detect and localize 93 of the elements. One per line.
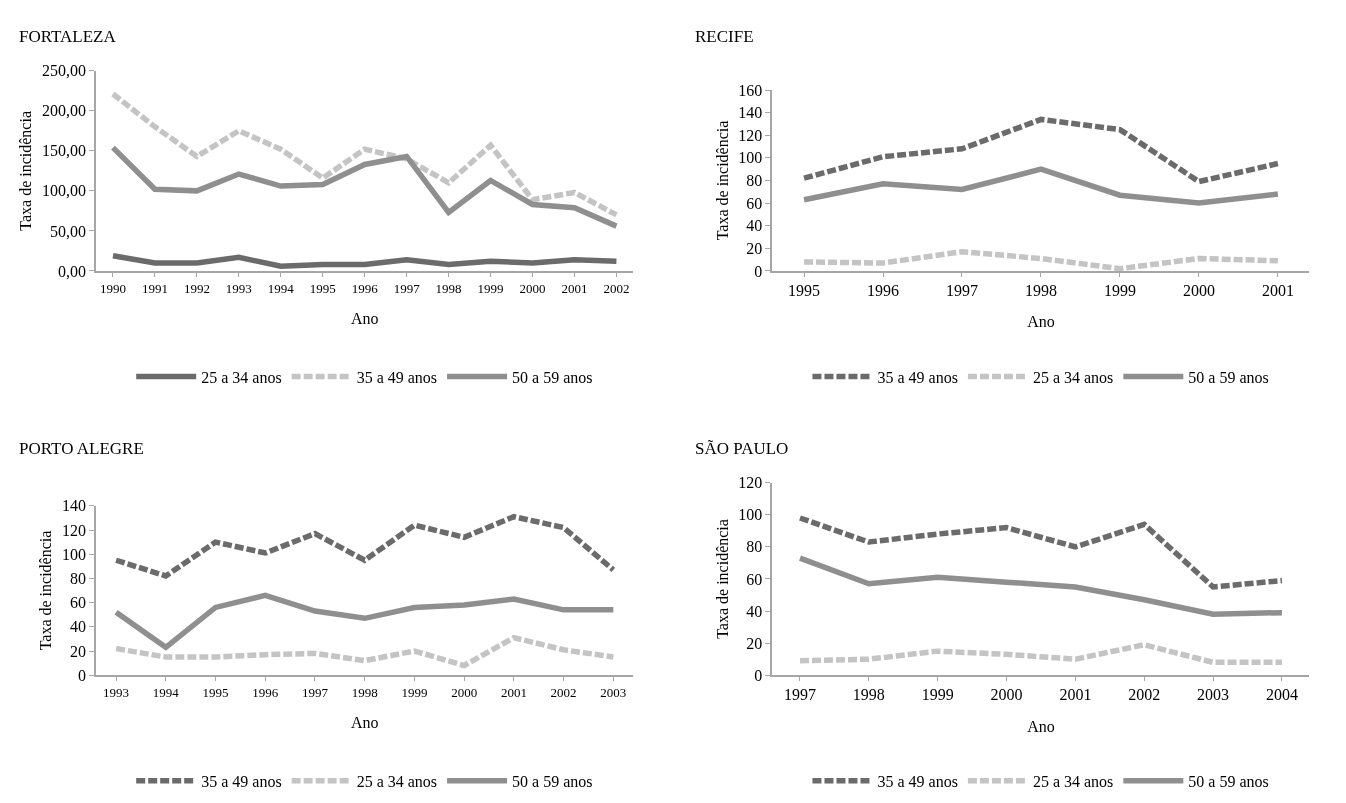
x-tick-label: 1999 [1103, 282, 1136, 300]
x-tick-label: 1995 [788, 282, 821, 300]
x-tick-label: 1996 [351, 280, 379, 296]
x-tick-label: 2004 [1265, 686, 1298, 704]
y-tick-label: 100,00 [41, 182, 86, 200]
x-tick-label: 1999 [401, 684, 428, 700]
x-tick-label: 2000 [451, 684, 478, 700]
y-tick-label: 0 [754, 666, 763, 684]
x-tick-label: 1994 [267, 280, 295, 296]
x-tick-label: 1991 [141, 280, 168, 296]
y-tick-label: 120 [738, 474, 763, 492]
x-tick-label: 1994 [152, 684, 180, 700]
x-tick-label: 2000 [519, 280, 546, 296]
y-tick-label: 100 [738, 506, 763, 524]
x-axis-title: Ano [350, 714, 379, 731]
y-tick-label: 100 [61, 545, 86, 563]
y-tick-label: 140 [738, 104, 763, 122]
x-tick-label: 2000 [1182, 282, 1215, 300]
x-tick-label: 1997 [783, 686, 816, 704]
y-tick-label: 120 [738, 126, 763, 144]
legend-label: 50 a 59 anos [512, 772, 593, 790]
x-tick-label: 2002 [603, 280, 630, 296]
x-tick-label: 1993 [103, 684, 130, 700]
x-axis-title: Ano [1027, 717, 1055, 735]
x-tick-label: 1998 [1024, 282, 1057, 300]
y-tick-label: 40 [746, 217, 763, 235]
x-tick-label: 1992 [183, 280, 210, 296]
x-tick-label: 1997 [393, 280, 421, 296]
x-tick-label: 1995 [309, 280, 336, 296]
x-tick-label: 1998 [852, 686, 885, 704]
legend-label: 50 a 59 anos [1188, 368, 1269, 386]
x-tick-label: 2002 [550, 684, 577, 700]
x-tick-label: 2002 [1128, 686, 1161, 704]
y-tick-label: 20 [746, 634, 763, 652]
x-tick-label: 1999 [921, 686, 954, 704]
legend-label: 50 a 59 anos [1188, 772, 1269, 790]
legend-label: 25 a 34 anos [1032, 772, 1114, 790]
y-tick-label: 20 [746, 239, 763, 257]
chart-title: PORTO ALEGRE [19, 439, 144, 458]
y-tick-label: 80 [746, 172, 763, 190]
y-tick-label: 60 [746, 194, 763, 212]
y-tick-label: 160 [738, 81, 763, 99]
y-tick-label: 80 [746, 538, 763, 556]
x-tick-label: 1998 [351, 684, 378, 700]
y-tick-label: 40 [746, 602, 763, 620]
y-tick-label: 50,00 [49, 222, 86, 240]
legend-label: 35 a 49 anos [356, 368, 438, 386]
y-tick-label: 20 [69, 642, 86, 660]
legend-label: 50 a 59 anos [512, 368, 593, 386]
x-tick-label: 1998 [435, 280, 462, 296]
y-tick-label: 80 [69, 570, 86, 587]
x-tick-label: 2001 [1059, 686, 1092, 704]
legend-label: 35 a 49 anos [877, 772, 958, 790]
x-tick-label: 2003 [600, 684, 627, 700]
x-tick-label: 1990 [99, 280, 126, 296]
x-tick-label: 2003 [1197, 686, 1230, 704]
y-axis-title: Taxa de incidência [713, 120, 731, 241]
x-tick-label: 1997 [301, 684, 329, 700]
y-tick-label: 200,00 [41, 102, 86, 120]
x-tick-label: 2000 [990, 686, 1023, 704]
y-tick-label: 0 [77, 666, 86, 684]
x-axis-title: Ano [1027, 313, 1055, 331]
x-tick-label: 1999 [477, 280, 504, 296]
y-tick-label: 60 [746, 570, 763, 588]
chart-title: RECIFE [695, 27, 754, 46]
y-axis-title: Taxa de incidência [37, 530, 55, 651]
x-tick-label: 1993 [225, 280, 252, 296]
y-tick-label: 140 [61, 497, 86, 515]
y-tick-label: 60 [69, 594, 86, 612]
y-tick-label: 40 [69, 618, 86, 636]
y-tick-label: 100 [738, 149, 763, 167]
x-tick-label: 2001 [561, 280, 588, 296]
y-tick-label: 150,00 [41, 142, 86, 160]
chart-title: FORTALEZA [19, 27, 117, 46]
y-tick-label: 0 [754, 262, 763, 280]
x-tick-label: 1995 [202, 684, 229, 700]
legend-label: 35 a 49 anos [201, 772, 282, 790]
legend-label: 25 a 34 anos [201, 368, 282, 386]
legend-label: 25 a 34 anos [1032, 368, 1114, 386]
x-tick-label: 1996 [867, 282, 900, 300]
x-axis-title: Ano [350, 309, 379, 327]
y-axis-title: Taxa de incidência [17, 111, 35, 231]
y-axis-title: Taxa de incidência [713, 519, 731, 639]
chart-title: SÃO PAULO [695, 439, 789, 458]
legend-label: 35 a 49 anos [877, 368, 958, 386]
x-tick-label: 2001 [1261, 282, 1294, 300]
x-tick-label: 1996 [252, 684, 279, 700]
x-tick-label: 1997 [945, 282, 978, 300]
y-tick-label: 120 [61, 521, 86, 539]
y-tick-label: 250,00 [41, 62, 86, 80]
x-tick-label: 2001 [500, 684, 527, 700]
legend-label: 25 a 34 anos [356, 772, 438, 790]
y-tick-label: 0,00 [57, 262, 86, 280]
